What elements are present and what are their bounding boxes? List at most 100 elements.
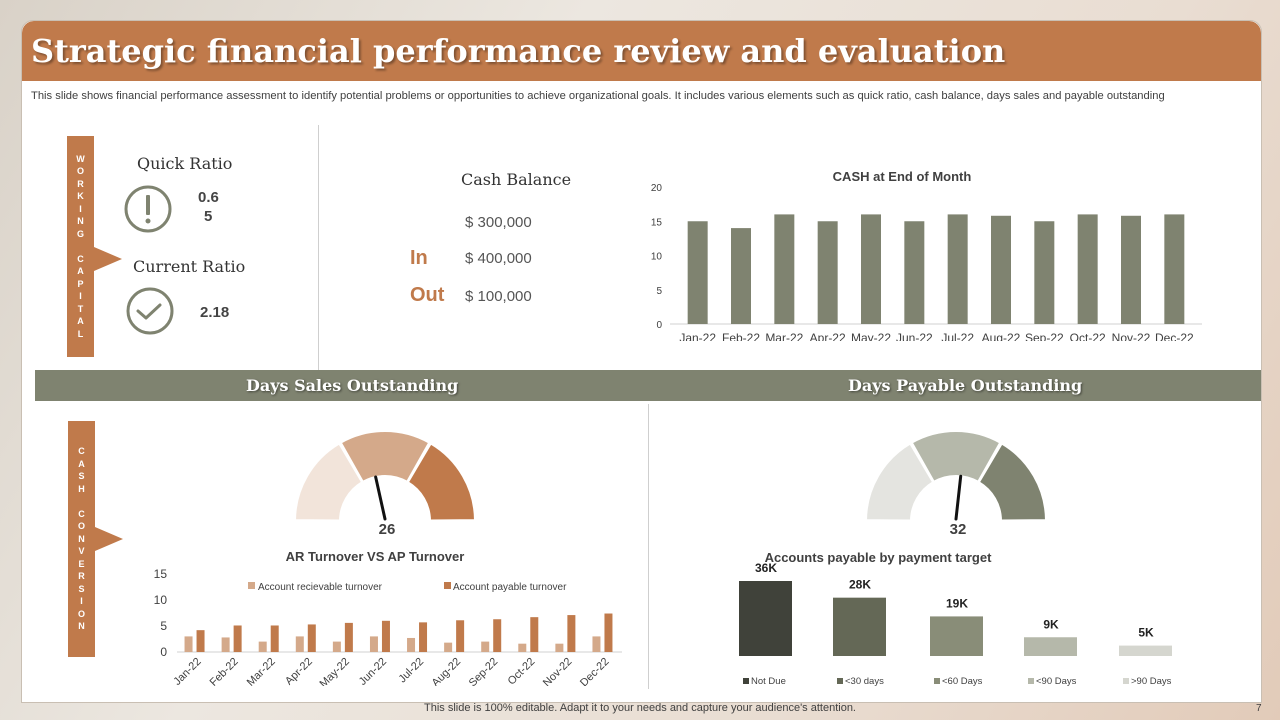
checkmark-icon [126, 287, 174, 335]
vertical-letter: K [77, 191, 84, 202]
ap-bar [233, 625, 242, 652]
ar-bar [407, 637, 416, 652]
vertical-letter: N [78, 533, 85, 544]
ar-ap-turnover-chart: AR Turnover VS AP Turnover Account reciev… [154, 549, 622, 686]
cash-end-of-month-chart: CASH at End of Month 0 5 10 15 20 Jan-22 Feb-22… [651, 169, 1202, 341]
chart-title: CASH at End of Month [833, 169, 972, 184]
dpo-gauge: 32 [864, 430, 1048, 538]
ar-bar [221, 637, 230, 652]
page-subtitle: This slide shows financial performance a… [31, 90, 1165, 102]
vertical-letter: L [77, 328, 84, 339]
vertical-letter: C [77, 253, 84, 264]
ap-bar [381, 620, 390, 652]
quick-ratio-value-line2: 5 [204, 208, 213, 225]
vertical-letter: O [77, 521, 85, 532]
ar-bar [369, 636, 378, 652]
wc-divider [318, 125, 319, 370]
legend-swatch [837, 678, 843, 684]
ap-bar [493, 619, 502, 652]
vertical-letter: C [78, 446, 85, 457]
working-capital-arrow [94, 247, 122, 271]
vertical-letter [80, 495, 83, 508]
chart-title: Accounts payable by payment target [765, 550, 993, 565]
footer-note: This slide is 100% editable. Adapt it to… [424, 702, 856, 714]
current-ratio-value: 2.18 [200, 304, 230, 321]
quick-ratio-value-line1: 0.6 [198, 189, 219, 206]
ar-bar [555, 643, 564, 652]
page-title: Strategic financial performance review a… [31, 32, 1006, 70]
y-tick-label: 10 [651, 252, 663, 263]
vertical-letter [79, 240, 82, 253]
section-header-bar: Days Sales Outstanding Days Payable Outs… [35, 370, 1261, 401]
gauge-segment [293, 442, 364, 522]
quick-ratio-label: Quick Ratio [137, 154, 233, 173]
data-label: 19K [946, 596, 968, 610]
ar-bar [332, 641, 341, 652]
x-tick-label: Mar-22 [765, 331, 803, 341]
exclamation-icon [124, 185, 172, 233]
data-label: 28K [849, 578, 871, 592]
cash-bar [1164, 214, 1185, 324]
x-tick-label: May-22 [851, 331, 891, 341]
x-tick-label: Jan-22 [171, 656, 203, 686]
cash-bar [1034, 221, 1055, 324]
vertical-letter: I [79, 291, 82, 302]
cash-bar [904, 221, 925, 324]
vertical-letter: T [77, 303, 84, 314]
ap-target-bar [930, 616, 983, 656]
gauge-needle [374, 475, 387, 521]
vertical-letter: N [77, 216, 84, 227]
x-tick-label: Apr-22 [810, 331, 846, 341]
y-tick-label: 0 [656, 320, 662, 331]
x-tick-label: Jun-22 [896, 331, 933, 341]
gauge-segment [977, 442, 1048, 522]
ar-bar [258, 641, 267, 652]
legend-swatch [248, 582, 255, 589]
ap-target-bar [1119, 645, 1172, 656]
cash-bar [774, 214, 795, 324]
ar-bar [481, 641, 490, 652]
cash-in-value: $ 400,000 [465, 250, 532, 267]
legend-swatch [743, 678, 749, 684]
lower-divider [648, 404, 649, 689]
x-tick-label: Dec-22 [1155, 331, 1194, 341]
gauge-value: 32 [950, 521, 967, 538]
ar-bar [184, 636, 193, 652]
vertical-letter: S [78, 583, 85, 594]
cash-bar [991, 215, 1011, 324]
vertical-letter: E [78, 558, 85, 569]
x-tick-label: Jul-22 [941, 331, 974, 341]
legend-swatch [1028, 678, 1034, 684]
ap-bar [270, 625, 279, 652]
cash-bar [817, 221, 838, 324]
x-tick-label: Aug-22 [982, 331, 1021, 341]
ap-bar [344, 622, 353, 652]
vertical-letter: I [80, 596, 83, 607]
ar-bar [592, 636, 601, 652]
legend-label: <60 Days [942, 676, 983, 687]
ap-bar [530, 617, 539, 652]
ap-target-bar [739, 581, 792, 656]
vertical-letter: P [77, 278, 84, 289]
ar-bar [295, 636, 304, 652]
vertical-letter: I [79, 203, 82, 214]
x-tick-label: May-22 [318, 656, 352, 686]
vertical-letter: O [76, 166, 84, 177]
vertical-letter: G [76, 228, 84, 239]
data-label: 5K [1138, 626, 1154, 640]
cash-bar [1121, 215, 1141, 324]
x-tick-label: Sep-22 [467, 656, 501, 686]
cash-balance-total: $ 300,000 [465, 214, 532, 231]
y-tick-label: 0 [160, 645, 167, 659]
vertical-letter: C [78, 508, 85, 519]
dso-gauge: 26 [293, 430, 477, 538]
y-tick-label: 5 [160, 619, 167, 633]
legend-swatch [444, 582, 451, 589]
y-tick-label: 5 [656, 286, 662, 297]
vertical-letter: A [77, 316, 84, 327]
ap-bar [419, 622, 428, 652]
page-number: 7 [1256, 703, 1262, 714]
